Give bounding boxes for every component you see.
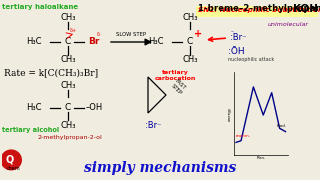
Text: δ+: δ+ [69,28,76,33]
Text: 2-methylpropan-2-ol: 2-methylpropan-2-ol [38,136,102,141]
Circle shape [1,150,21,170]
Text: C: C [65,103,71,112]
Text: SN1: Nucleophilic Substitution – 1st order: SN1: Nucleophilic Substitution – 1st ord… [198,7,320,13]
Text: :Br⁻: :Br⁻ [230,33,246,42]
Text: H₃C: H₃C [148,37,164,46]
Text: FAST
STEP: FAST STEP [170,79,187,95]
Text: δ-: δ- [97,32,102,37]
Text: C: C [65,37,71,46]
Text: H₃C: H₃C [27,103,42,112]
FancyBboxPatch shape [196,6,318,17]
Text: simply mechanisms: simply mechanisms [84,161,236,175]
Text: tertiary haloalkane: tertiary haloalkane [2,4,78,10]
Text: CH₃: CH₃ [60,82,76,91]
Text: unimolecular: unimolecular [268,22,309,27]
X-axis label: Rxn.: Rxn. [256,156,265,160]
Text: Prod.: Prod. [276,124,287,128]
Text: CH₃: CH₃ [60,120,76,129]
Text: KOH: KOH [293,4,318,14]
Text: CH₃: CH₃ [182,55,198,64]
Text: tertiary
carbocation: tertiary carbocation [154,70,196,81]
Text: tertiary alcohol: tertiary alcohol [2,127,59,133]
Text: –: – [231,30,234,35]
Text: :Br⁻: :Br⁻ [145,120,161,129]
Text: reactm.: reactm. [236,134,251,138]
Text: :ŌH: :ŌH [228,48,244,57]
Text: CH₃: CH₃ [182,14,198,22]
Text: Br: Br [88,37,100,46]
Text: CH₃: CH₃ [60,55,76,64]
Text: C: C [187,37,193,46]
Text: 1-breme–2-methylpropane and: 1-breme–2-methylpropane and [198,4,320,13]
Text: Rate = k[C(CH₃)₃Br]: Rate = k[C(CH₃)₃Br] [4,69,98,78]
Text: Q: Q [6,154,14,164]
Text: chem: chem [7,166,20,171]
Text: nucleophilic attack: nucleophilic attack [228,57,274,62]
Text: SLOW STEP: SLOW STEP [116,32,147,37]
Y-axis label: energy: energy [228,106,232,121]
Text: –OH: –OH [86,103,103,112]
Text: +: + [194,29,202,39]
Text: CH₃: CH₃ [60,14,76,22]
Text: H₃C: H₃C [27,37,42,46]
